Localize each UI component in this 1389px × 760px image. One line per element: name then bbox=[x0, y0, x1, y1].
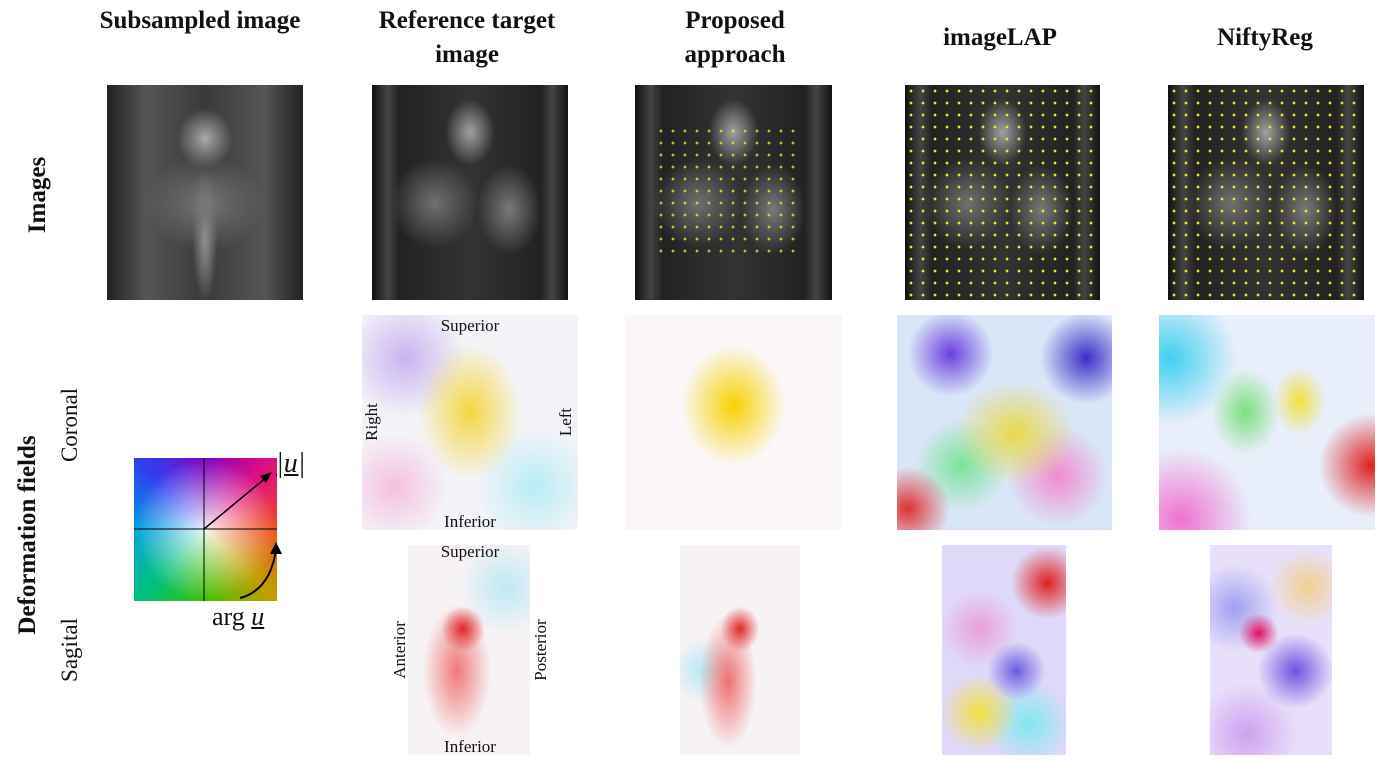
column-header: Subsampled image bbox=[80, 4, 320, 38]
sagittal-field bbox=[408, 545, 530, 755]
coronal-field bbox=[1159, 315, 1375, 530]
legend-magnitude-text: |u| bbox=[276, 448, 305, 479]
vector-overlay bbox=[655, 125, 802, 260]
orientation-label: Superior bbox=[441, 542, 500, 562]
legend-angle-symbol: u bbox=[251, 602, 264, 631]
vector-overlay bbox=[1168, 85, 1364, 300]
legend-angle-prefix: arg bbox=[212, 602, 245, 631]
orientation-label: Inferior bbox=[444, 737, 496, 757]
reference-image bbox=[372, 85, 568, 300]
column-header: Proposed approach bbox=[615, 4, 855, 72]
orientation-label: Superior bbox=[441, 316, 500, 336]
column-header: Reference target image bbox=[347, 4, 587, 72]
sagittal-field bbox=[680, 545, 800, 755]
vector-overlay bbox=[905, 85, 1100, 300]
proposed-image bbox=[635, 85, 832, 300]
column-header: imageLAP bbox=[880, 21, 1120, 55]
subrow-label: Coronal bbox=[57, 388, 83, 462]
legend-angle: arg u bbox=[212, 602, 264, 632]
legend-magnitude: |u| bbox=[276, 448, 305, 480]
coronal-field bbox=[625, 315, 842, 530]
coronal-field bbox=[897, 315, 1112, 530]
page: Subsampled image Reference target image … bbox=[0, 0, 1389, 760]
niftyreg-image bbox=[1168, 85, 1364, 300]
column-header: NiftyReg bbox=[1145, 21, 1385, 55]
orientation-label: Inferior bbox=[444, 512, 496, 532]
orientation-label: Left bbox=[556, 408, 576, 436]
orientation-label: Right bbox=[362, 403, 382, 441]
subrow-label: Sagital bbox=[57, 618, 83, 682]
orientation-label: Posterior bbox=[531, 619, 551, 680]
orientation-label: Anterior bbox=[390, 621, 410, 679]
sagittal-field bbox=[1210, 545, 1332, 755]
sagittal-field bbox=[942, 545, 1066, 755]
row-label: Deformation fields bbox=[14, 435, 42, 634]
subsampled-image bbox=[107, 85, 303, 300]
coronal-field bbox=[362, 315, 578, 530]
imagelap-image bbox=[905, 85, 1100, 300]
row-label: Images bbox=[24, 157, 52, 233]
